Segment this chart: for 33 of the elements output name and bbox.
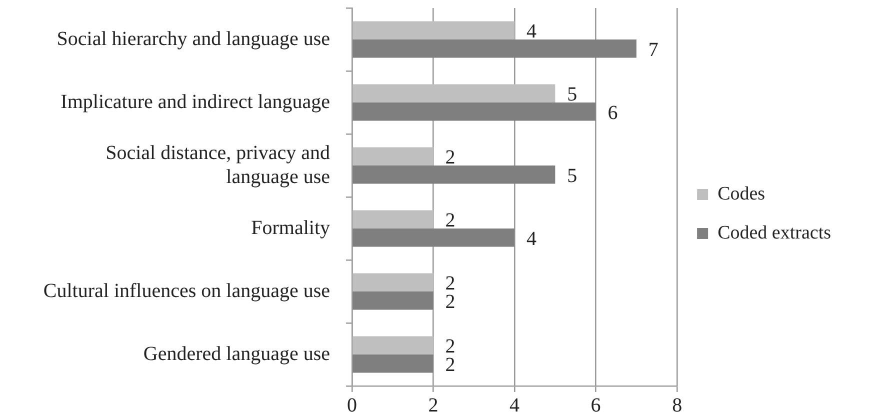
data-label: 5 (567, 84, 578, 106)
bar (352, 166, 556, 184)
bar (352, 84, 556, 102)
y-tick-label: Formality (251, 216, 330, 239)
x-tick-label: 8 (672, 394, 682, 416)
bar (352, 354, 434, 373)
data-label: 2 (445, 146, 456, 169)
bar (352, 21, 515, 40)
x-tick-label: 0 (347, 394, 357, 416)
bar (352, 40, 636, 58)
data-label: 4 (526, 20, 537, 43)
legend-label: Codes (718, 183, 766, 204)
x-tick-label: 4 (510, 394, 520, 416)
y-tick-label: Gendered language use (143, 342, 330, 365)
y-tick-label: Implicature and indirect language (60, 90, 330, 113)
bar (352, 102, 596, 121)
data-label: 6 (608, 102, 618, 124)
legend-label: Coded extracts (718, 222, 832, 244)
bar (352, 273, 434, 292)
x-tick-label: 2 (428, 394, 438, 416)
bar (352, 336, 434, 354)
y-tick-label: Social distance, privacy and language use (106, 142, 330, 188)
data-label: 4 (526, 228, 537, 250)
bar (352, 292, 434, 310)
x-tick-label: 6 (590, 394, 601, 416)
bar (352, 210, 434, 228)
data-label: 2 (445, 210, 456, 232)
y-tick-label: Cultural influences on language use (43, 280, 330, 302)
bar (352, 228, 515, 247)
y-tick-label: Social hierarchy and language use (56, 28, 330, 50)
data-label: 5 (567, 164, 578, 187)
data-label: 7 (648, 38, 658, 61)
bar (352, 147, 434, 166)
